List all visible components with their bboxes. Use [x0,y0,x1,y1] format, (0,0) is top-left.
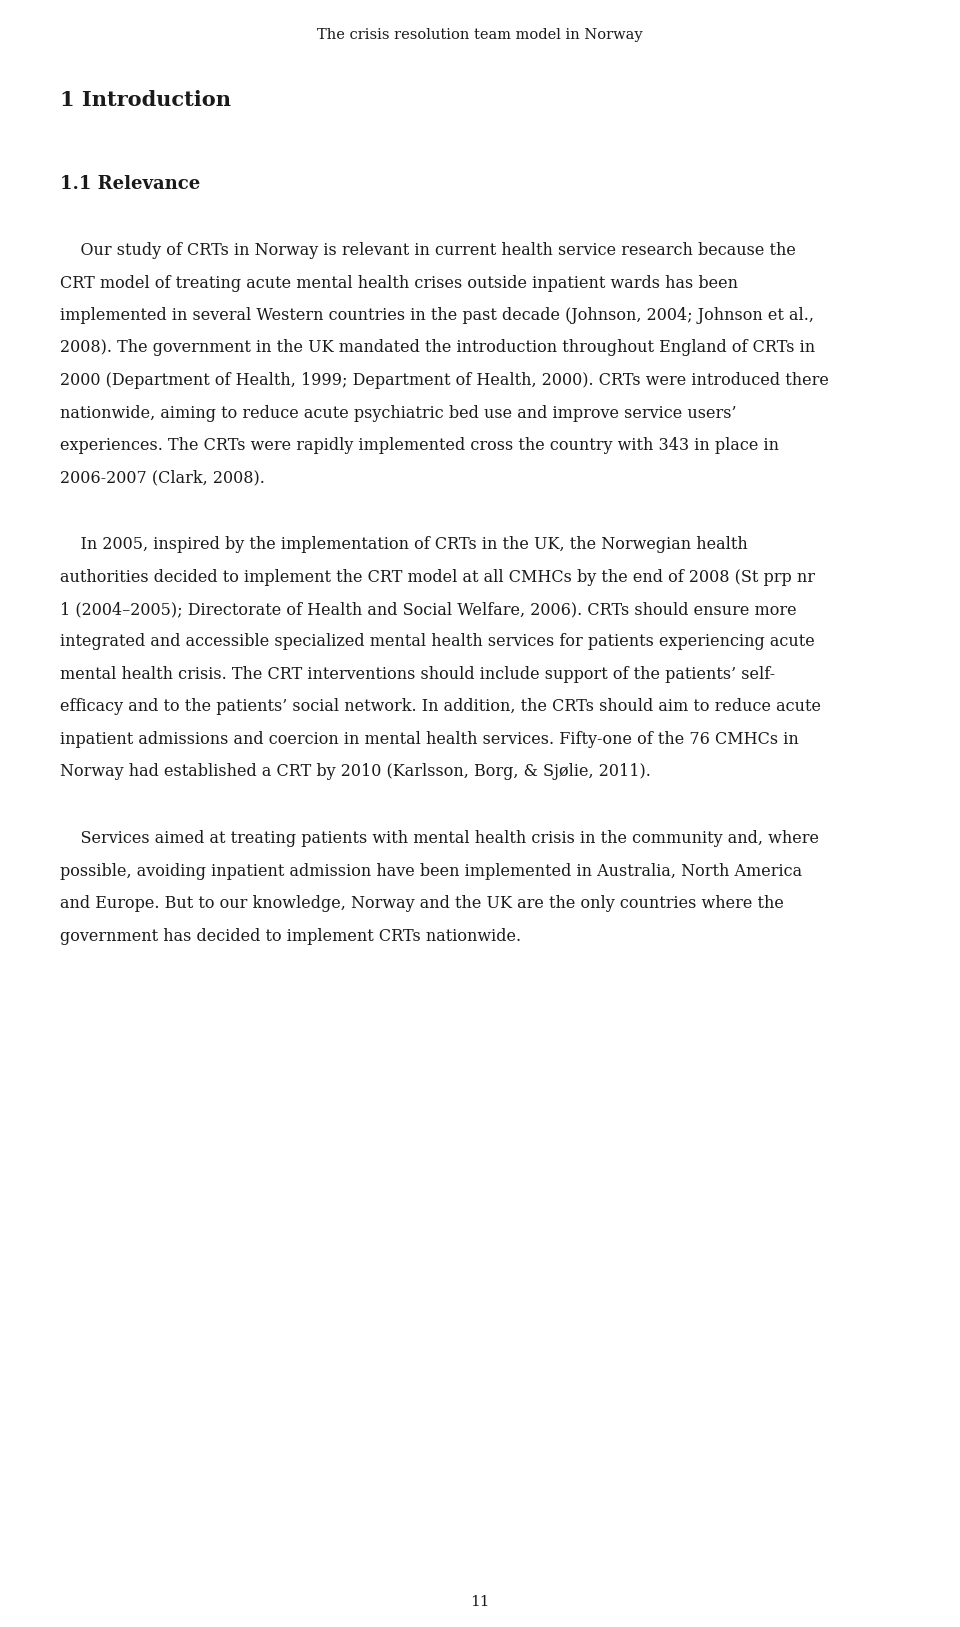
Text: 2000 (Department of Health, 1999; Department of Health, 2000). CRTs were introdu: 2000 (Department of Health, 1999; Depart… [60,373,828,389]
Text: 11: 11 [470,1594,490,1609]
Text: efficacy and to the patients’ social network. In addition, the CRTs should aim t: efficacy and to the patients’ social net… [60,698,821,716]
Text: 1.1 Relevance: 1.1 Relevance [60,176,201,194]
Text: CRT model of treating acute mental health crises outside inpatient wards has bee: CRT model of treating acute mental healt… [60,275,738,291]
Text: possible, avoiding inpatient admission have been implemented in Australia, North: possible, avoiding inpatient admission h… [60,862,803,880]
Text: inpatient admissions and coercion in mental health services. Fifty-one of the 76: inpatient admissions and coercion in men… [60,731,799,748]
Text: and Europe. But to our knowledge, Norway and the UK are the only countries where: and Europe. But to our knowledge, Norway… [60,895,784,913]
Text: Services aimed at treating patients with mental health crisis in the community a: Services aimed at treating patients with… [60,830,819,848]
Text: 2006-2007 (Clark, 2008).: 2006-2007 (Clark, 2008). [60,470,265,486]
Text: 2008). The government in the UK mandated the introduction throughout England of : 2008). The government in the UK mandated… [60,340,815,356]
Text: implemented in several Western countries in the past decade (Johnson, 2004; John: implemented in several Western countries… [60,308,814,324]
Text: The crisis resolution team model in Norway: The crisis resolution team model in Norw… [317,28,643,42]
Text: Our study of CRTs in Norway is relevant in current health service research becau: Our study of CRTs in Norway is relevant … [60,242,796,259]
Text: 1 (2004–2005); Directorate of Health and Social Welfare, 2006). CRTs should ensu: 1 (2004–2005); Directorate of Health and… [60,600,797,618]
Text: experiences. The CRTs were rapidly implemented cross the country with 343 in pla: experiences. The CRTs were rapidly imple… [60,438,779,454]
Text: integrated and accessible specialized mental health services for patients experi: integrated and accessible specialized me… [60,633,815,651]
Text: Norway had established a CRT by 2010 (Karlsson, Borg, & Sjølie, 2011).: Norway had established a CRT by 2010 (Ka… [60,763,651,781]
Text: government has decided to implement CRTs nationwide.: government has decided to implement CRTs… [60,927,521,945]
Text: authorities decided to implement the CRT model at all CMHCs by the end of 2008 (: authorities decided to implement the CRT… [60,568,815,586]
Text: 1 Introduction: 1 Introduction [60,89,231,111]
Text: nationwide, aiming to reduce acute psychiatric bed use and improve service users: nationwide, aiming to reduce acute psych… [60,405,736,421]
Text: mental health crisis. The CRT interventions should include support of the patien: mental health crisis. The CRT interventi… [60,665,775,683]
Text: In 2005, inspired by the implementation of CRTs in the UK, the Norwegian health: In 2005, inspired by the implementation … [60,535,748,553]
